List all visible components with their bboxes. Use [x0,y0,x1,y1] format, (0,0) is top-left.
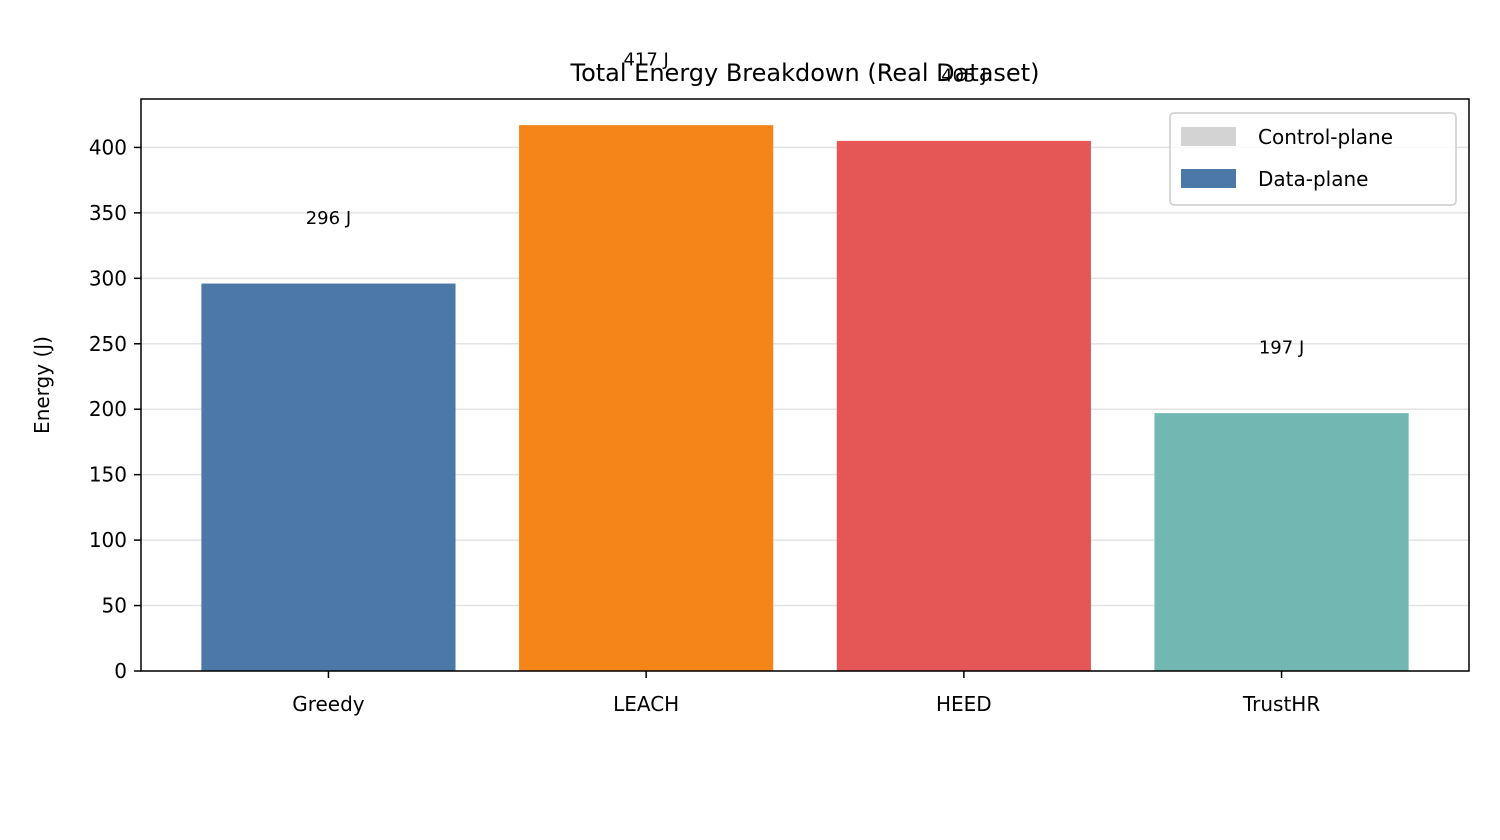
y-tick-label: 0 [114,659,127,683]
x-axis: Greedy LEACH HEED TrustHR [292,671,1320,716]
data-label-trusthr: 197 J [1259,338,1304,359]
y-axis: 0 50 100 150 200 250 300 350 400 [89,135,141,683]
y-tick-label: 200 [89,397,127,421]
bar-trusthr [1154,413,1409,671]
legend-box [1169,112,1457,206]
bars [201,125,1409,672]
bar-greedy [201,283,456,671]
y-tick-label: 150 [89,463,127,487]
legend-swatch-control-plane [1181,127,1236,146]
x-tick-label: HEED [936,692,992,716]
y-tick-label: 350 [89,201,127,225]
data-label-greedy: 296 J [306,208,351,229]
x-tick-label: TrustHR [1242,692,1320,716]
bar-leach [519,125,774,672]
legend-label-data-plane: Data-plane [1258,167,1368,191]
chart-title: Total Energy Breakdown (Real Dataset) [570,59,1040,87]
data-label-leach: 417 J [623,50,668,71]
x-tick-label: LEACH [613,692,679,716]
x-tick-label: Greedy [292,692,365,716]
y-tick-label: 100 [89,528,127,552]
legend-label-control-plane: Control-plane [1258,125,1393,149]
plot-frame [140,98,1470,672]
data-label-heed: 405 J [941,65,986,86]
y-axis-label: Energy (J) [30,336,54,434]
y-tick-label: 50 [102,594,127,618]
legend-swatch-data-plane [1181,169,1236,188]
y-tick-label: 300 [89,266,127,290]
data-labels: 296 J 417 J 405 J 197 J [306,50,1305,359]
y-tick-label: 250 [89,332,127,356]
bar-heed [836,140,1091,671]
y-tick-label: 400 [89,135,127,159]
legend: Control-plane Data-plane [1169,112,1457,206]
